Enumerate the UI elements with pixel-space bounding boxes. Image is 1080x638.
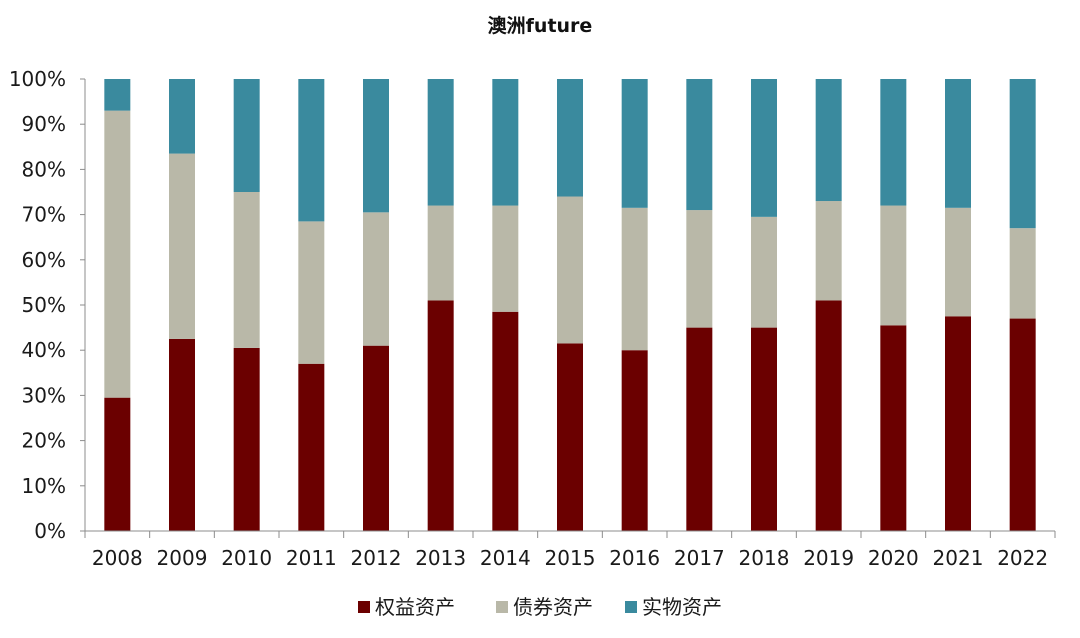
- x-tick-label-2021: 2021: [933, 546, 984, 570]
- bar-2021-series-1: [945, 207, 971, 317]
- y-tick-label: 60%: [22, 248, 66, 272]
- bar-2013-series-1: [427, 205, 454, 301]
- bar-2016-series-1: [621, 207, 648, 351]
- x-tick-label-2011: 2011: [286, 546, 337, 570]
- x-tick-label-2020: 2020: [868, 546, 919, 570]
- bar-2022-series-0: [1009, 318, 1036, 531]
- x-tick-label-2013: 2013: [415, 546, 466, 570]
- bar-2018-series-2: [751, 79, 777, 217]
- bar-2017-series-1: [686, 210, 713, 328]
- y-tick-label: 0%: [34, 519, 66, 543]
- bar-2010-series-0: [233, 347, 260, 531]
- bar-2019-series-1: [815, 201, 842, 301]
- bar-2015-series-2: [557, 79, 583, 197]
- bar-2010-series-2: [233, 79, 260, 192]
- bar-2018-series-1: [751, 216, 777, 328]
- bar-2008-series-1: [104, 110, 131, 398]
- bar-2014-series-2: [492, 79, 519, 206]
- bar-2010-series-1: [233, 192, 260, 348]
- bar-2016-series-2: [621, 79, 648, 208]
- bar-2019-series-2: [815, 79, 842, 202]
- x-tick-label-2014: 2014: [480, 546, 531, 570]
- legend-swatch-2: [625, 601, 637, 613]
- legend-label-0: 权益资产: [375, 595, 455, 619]
- bar-2008-series-0: [104, 397, 131, 531]
- bar-2011-series-1: [298, 221, 325, 364]
- bar-2017-series-0: [686, 327, 713, 531]
- chart-title: 澳洲future: [488, 14, 593, 37]
- bar-2013-series-0: [427, 300, 454, 531]
- bar-2016-series-0: [621, 350, 648, 531]
- bar-2014-series-1: [492, 205, 519, 312]
- bar-2012-series-2: [363, 79, 389, 213]
- y-tick-label: 10%: [22, 474, 66, 498]
- bar-2015-series-1: [557, 196, 583, 344]
- axes-layer: [80, 78, 1056, 538]
- x-tick-label-2009: 2009: [157, 546, 208, 570]
- x-tick-label-2018: 2018: [739, 546, 790, 570]
- bar-2021-series-2: [945, 79, 971, 208]
- y-tick-label: 30%: [22, 383, 66, 407]
- bars-layer: [104, 79, 1036, 531]
- ticks-layer: 0% 10% 20% 30% 40% 50% 60% 70% 80% 90% 100% 2008 200…: [9, 67, 1048, 570]
- bar-2012-series-1: [363, 212, 389, 346]
- x-tick-label-2008: 2008: [92, 546, 143, 570]
- x-tick-label-2019: 2019: [803, 546, 854, 570]
- legend-label-2: 实物资产: [642, 595, 722, 619]
- bar-2015-series-0: [557, 343, 583, 531]
- x-tick-label-2010: 2010: [221, 546, 272, 570]
- bar-2020-series-2: [880, 79, 907, 206]
- legend-swatch-0: [358, 601, 370, 613]
- legend-label-1: 债券资产: [513, 595, 593, 619]
- y-tick-label: 70%: [22, 203, 66, 227]
- x-tick-label-2015: 2015: [545, 546, 596, 570]
- y-tick-label: 50%: [22, 293, 66, 317]
- bar-2013-series-2: [427, 79, 454, 206]
- x-tick-label-2016: 2016: [609, 546, 660, 570]
- legend: 权益资产 债券资产 实物资产: [358, 595, 722, 619]
- bar-2017-series-2: [686, 79, 713, 211]
- bar-2020-series-0: [880, 325, 907, 531]
- y-tick-label: 90%: [22, 112, 66, 136]
- bar-2011-series-2: [298, 79, 325, 222]
- bar-2009-series-0: [169, 338, 195, 531]
- x-tick-label-2012: 2012: [351, 546, 402, 570]
- y-tick-label: 40%: [22, 338, 66, 362]
- legend-swatch-1: [496, 601, 508, 613]
- bar-2021-series-0: [945, 316, 971, 531]
- bar-2019-series-0: [815, 300, 842, 531]
- bar-2022-series-2: [1009, 79, 1036, 229]
- bar-2018-series-0: [751, 327, 777, 531]
- y-tick-label: 100%: [9, 67, 66, 91]
- bar-2008-series-2: [104, 79, 131, 111]
- bar-2009-series-2: [169, 79, 195, 154]
- bar-2012-series-0: [363, 345, 389, 531]
- y-tick-label: 80%: [22, 157, 66, 181]
- bar-2014-series-0: [492, 311, 519, 531]
- y-tick-label: 20%: [22, 429, 66, 453]
- bar-2009-series-1: [169, 153, 195, 339]
- x-tick-label-2022: 2022: [997, 546, 1048, 570]
- x-tick-label-2017: 2017: [674, 546, 725, 570]
- bar-2020-series-1: [880, 205, 907, 326]
- bar-2022-series-1: [1009, 228, 1036, 319]
- bar-2011-series-0: [298, 363, 325, 531]
